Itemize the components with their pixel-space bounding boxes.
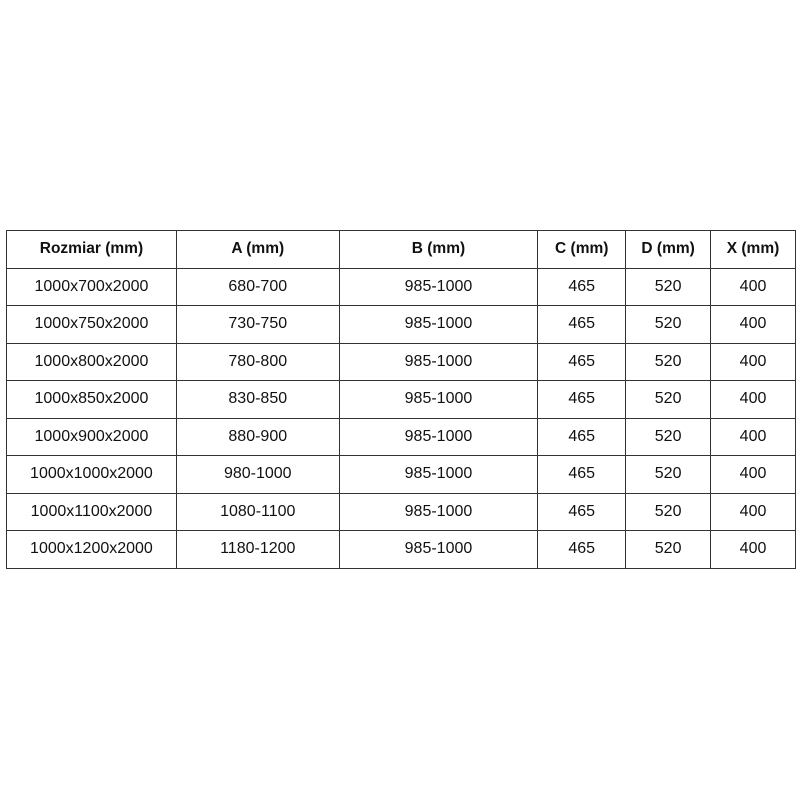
- header-row: Rozmiar (mm) A (mm) B (mm) C (mm) D (mm) X (m…: [6, 230, 796, 269]
- table-cell: 465: [537, 342, 627, 381]
- column-header: B (mm): [338, 230, 539, 269]
- table-cell: 985-1000: [338, 380, 539, 419]
- table-cell: 400: [710, 417, 796, 456]
- table-cell: 1000x1000x2000: [6, 455, 177, 494]
- table-cell: 680-700: [175, 267, 340, 306]
- table-cell: 830-850: [175, 380, 340, 419]
- table-cell: 400: [710, 455, 796, 494]
- table-cell: 400: [710, 492, 796, 531]
- table-cell: 985-1000: [338, 342, 539, 381]
- table-cell: 1000x850x2000: [6, 380, 177, 419]
- table-cell: 1000x750x2000: [6, 305, 177, 344]
- table-row: 1000x1000x2000 980-1000 985-1000 465 520 400: [6, 455, 796, 494]
- table-row: 1000x1200x2000 1180-1200 985-1000 465 520 400: [6, 530, 796, 569]
- table-cell: 520: [625, 380, 712, 419]
- table-cell: 1080-1100: [175, 492, 340, 531]
- table-cell: 1000x900x2000: [6, 417, 177, 456]
- table-cell: 465: [537, 492, 627, 531]
- table-cell: 780-800: [175, 342, 340, 381]
- table-cell: 985-1000: [338, 305, 539, 344]
- table-row: 1000x800x2000 780-800 985-1000 465 520 400: [6, 342, 796, 381]
- column-header: X (mm): [710, 230, 796, 269]
- table-cell: 985-1000: [338, 417, 539, 456]
- table-cell: 980-1000: [175, 455, 340, 494]
- table-cell: 985-1000: [338, 492, 539, 531]
- column-header: C (mm): [537, 230, 627, 269]
- dimensions-table: Rozmiar (mm) A (mm) B (mm) C (mm) D (mm) X (m…: [6, 230, 796, 569]
- table-cell: 465: [537, 530, 627, 569]
- table-cell: 465: [537, 305, 627, 344]
- table-cell: 465: [537, 267, 627, 306]
- table-row: 1000x700x2000 680-700 985-1000 465 520 400: [6, 267, 796, 306]
- table-cell: 520: [625, 417, 712, 456]
- table-cell: 520: [625, 455, 712, 494]
- table-cell: 1000x700x2000: [6, 267, 177, 306]
- table-row: 1000x750x2000 730-750 985-1000 465 520 400: [6, 305, 796, 344]
- table-cell: 465: [537, 455, 627, 494]
- table-cell: 520: [625, 267, 712, 306]
- table-cell: 400: [710, 305, 796, 344]
- table-cell: 520: [625, 492, 712, 531]
- table-cell: 465: [537, 417, 627, 456]
- table-cell: 985-1000: [338, 455, 539, 494]
- column-header: A (mm): [175, 230, 340, 269]
- table-cell: 985-1000: [338, 267, 539, 306]
- table-cell: 985-1000: [338, 530, 539, 569]
- column-header: D (mm): [625, 230, 712, 269]
- table-row: 1000x1100x2000 1080-1100 985-1000 465 520 400: [6, 492, 796, 531]
- table-row: 1000x900x2000 880-900 985-1000 465 520 400: [6, 417, 796, 456]
- table-row: 1000x850x2000 830-850 985-1000 465 520 400: [6, 380, 796, 419]
- table-cell: 400: [710, 267, 796, 306]
- table-cell: 1000x1100x2000: [6, 492, 177, 531]
- table-cell: 400: [710, 380, 796, 419]
- table-cell: 465: [537, 380, 627, 419]
- column-header: Rozmiar (mm): [6, 230, 177, 269]
- table-cell: 1180-1200: [175, 530, 340, 569]
- table-cell: 520: [625, 305, 712, 344]
- table-cell: 880-900: [175, 417, 340, 456]
- table-cell: 400: [710, 530, 796, 569]
- table-cell: 520: [625, 530, 712, 569]
- table-cell: 400: [710, 342, 796, 381]
- table-cell: 1000x800x2000: [6, 342, 177, 381]
- table-cell: 730-750: [175, 305, 340, 344]
- table-cell: 1000x1200x2000: [6, 530, 177, 569]
- table-cell: 520: [625, 342, 712, 381]
